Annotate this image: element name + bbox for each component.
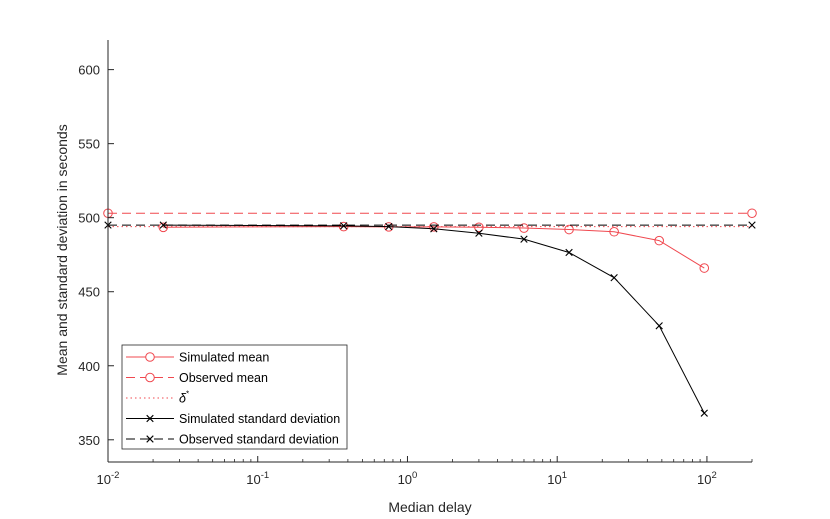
data-point-marker (159, 221, 167, 229)
y-axis-title: Mean and standard deviation in seconds (54, 124, 70, 375)
data-point-marker (565, 248, 573, 257)
data-point-marker (520, 235, 528, 243)
data-point-marker (655, 322, 663, 330)
legend-marker (145, 352, 155, 362)
legend-entry: Observed mean (126, 371, 268, 385)
legend-entry: Simulated mean (126, 351, 269, 365)
data-point-marker (339, 222, 348, 230)
data-point-marker (610, 273, 618, 282)
series-0 (158, 221, 710, 273)
series-1 (103, 208, 757, 219)
data-point-marker (609, 226, 619, 237)
data-point-marker (158, 222, 169, 233)
data-point-marker (430, 225, 438, 233)
legend-entry: Observed standard deviation (126, 433, 339, 447)
legend-label: Simulated mean (179, 351, 269, 365)
data-point-marker (654, 235, 664, 246)
legend-entry: Simulated standard deviation (126, 412, 340, 426)
axes: 350 400 450 500 550 600 10-2 10-1 100 101 102 (78, 40, 753, 487)
y-tick-label: 450 (78, 285, 100, 300)
legend-label: Observed mean (179, 371, 268, 385)
data-point-marker (564, 224, 574, 235)
plot-area (103, 208, 757, 417)
legend-marker (146, 435, 154, 443)
legend-label: Observed standard deviation (179, 433, 339, 447)
data-point-marker (429, 222, 439, 232)
legend-marker (145, 372, 155, 383)
series-line (163, 224, 705, 414)
legend-label: Simulated standard deviation (179, 412, 340, 426)
x-tick-label: 101 (547, 470, 567, 487)
legend-entry: δ* (126, 390, 189, 406)
series-3 (159, 221, 708, 417)
data-point-marker (519, 223, 529, 233)
data-point-marker (699, 263, 710, 273)
y-tick-label: 550 (78, 137, 100, 152)
x-tick-label: 10-1 (246, 470, 269, 487)
data-point-marker (475, 229, 483, 237)
legend: Simulated mean Observed mean δ* Simulated s… (121, 344, 348, 450)
x-tick-label: 100 (398, 470, 418, 487)
x-tick-label: 102 (697, 470, 717, 487)
y-tick-label: 400 (78, 359, 100, 374)
series-line (163, 226, 705, 269)
data-point-marker (385, 222, 393, 231)
x-axis-title: Median delay (388, 499, 471, 515)
legend-box (121, 344, 348, 450)
x-tick-label: 10-2 (97, 470, 120, 487)
y-tick-label: 350 (78, 433, 100, 448)
data-point-marker (700, 409, 708, 417)
y-tick-label: 500 (78, 211, 100, 226)
legend-label: δ* (179, 390, 189, 406)
legend-marker (146, 414, 154, 423)
data-point-marker (748, 221, 756, 229)
data-point-marker (474, 222, 484, 233)
data-point-marker (747, 208, 757, 219)
y-tick-label: 600 (78, 63, 100, 78)
